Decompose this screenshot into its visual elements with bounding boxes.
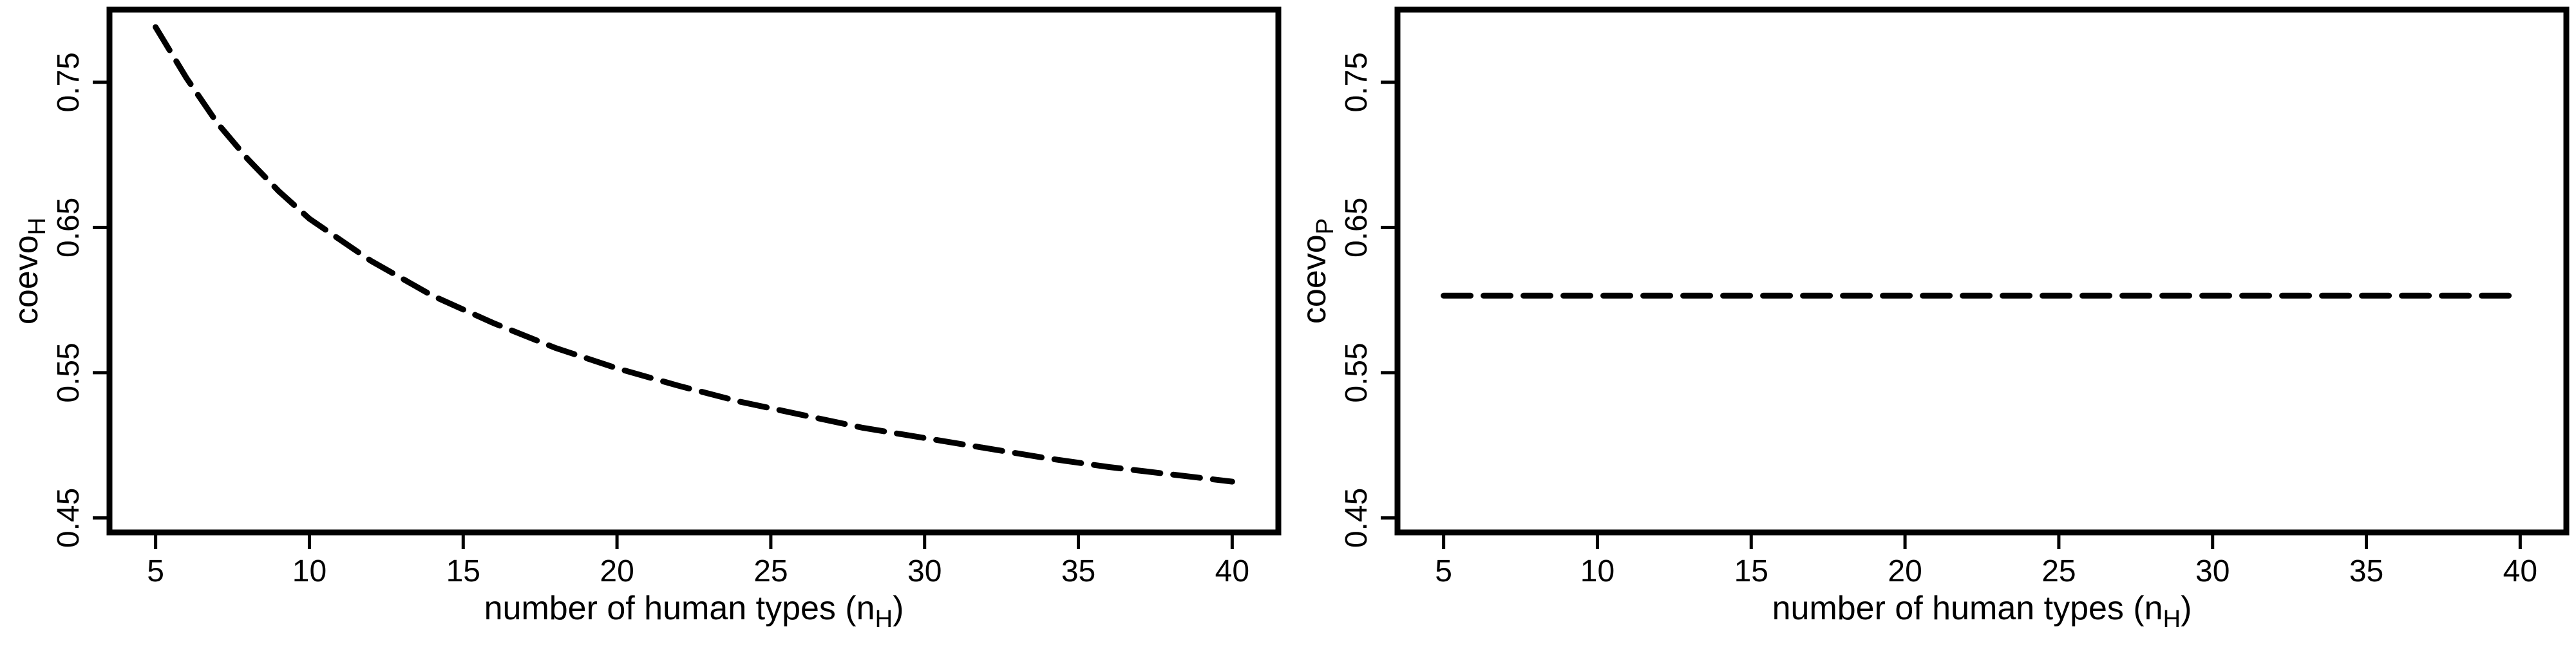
y-tick-label: 0.55 bbox=[1340, 342, 1374, 402]
x-tick-label: 40 bbox=[2503, 554, 2537, 588]
y-tick-label: 0.55 bbox=[52, 342, 86, 402]
x-tick-label: 10 bbox=[1580, 554, 1615, 588]
chart-panel-1: 5 10 15 20 25 30 35 40 0.45 0.55 0.65 0.75 number of… bbox=[8, 6, 1282, 633]
y-tick-label: 0.65 bbox=[52, 198, 86, 258]
x-tick-label: 15 bbox=[1734, 554, 1768, 588]
series-line-1 bbox=[153, 24, 1235, 485]
x-axis-title: number of human types (nH) bbox=[1772, 590, 2192, 633]
y-tick-label: 0.75 bbox=[52, 52, 86, 112]
x-tick-label: 20 bbox=[1888, 554, 1922, 588]
x-tick-label: 30 bbox=[2195, 554, 2230, 588]
chart-panel-2: 5 10 15 20 25 30 35 40 0.45 0.55 0.65 0.75 number of… bbox=[1296, 6, 2570, 633]
y-axis-title: coevoP bbox=[1296, 218, 1339, 324]
plot-frame bbox=[106, 6, 1282, 536]
x-axis-title: number of human types (nH) bbox=[484, 590, 904, 633]
x-tick-label: 5 bbox=[1435, 554, 1452, 588]
x-tick-label: 10 bbox=[292, 554, 327, 588]
plot-frame bbox=[1394, 6, 2570, 536]
y-axis-title: coevoH bbox=[8, 218, 51, 324]
x-tick-label: 25 bbox=[2041, 554, 2076, 588]
x-tick-label: 35 bbox=[1061, 554, 1095, 588]
y-tick-label: 0.45 bbox=[1340, 488, 1374, 548]
x-tick-label: 5 bbox=[147, 554, 164, 588]
x-tick-label: 15 bbox=[446, 554, 480, 588]
y-tick-label: 0.75 bbox=[1340, 52, 1374, 112]
x-tick-label: 35 bbox=[2349, 554, 2383, 588]
x-tick-label: 20 bbox=[600, 554, 634, 588]
x-tick-label: 30 bbox=[907, 554, 942, 588]
y-tick-label: 0.65 bbox=[1340, 198, 1374, 258]
x-tick-label: 40 bbox=[1215, 554, 1249, 588]
x-tick-label: 25 bbox=[753, 554, 788, 588]
y-tick-label: 0.45 bbox=[52, 488, 86, 548]
